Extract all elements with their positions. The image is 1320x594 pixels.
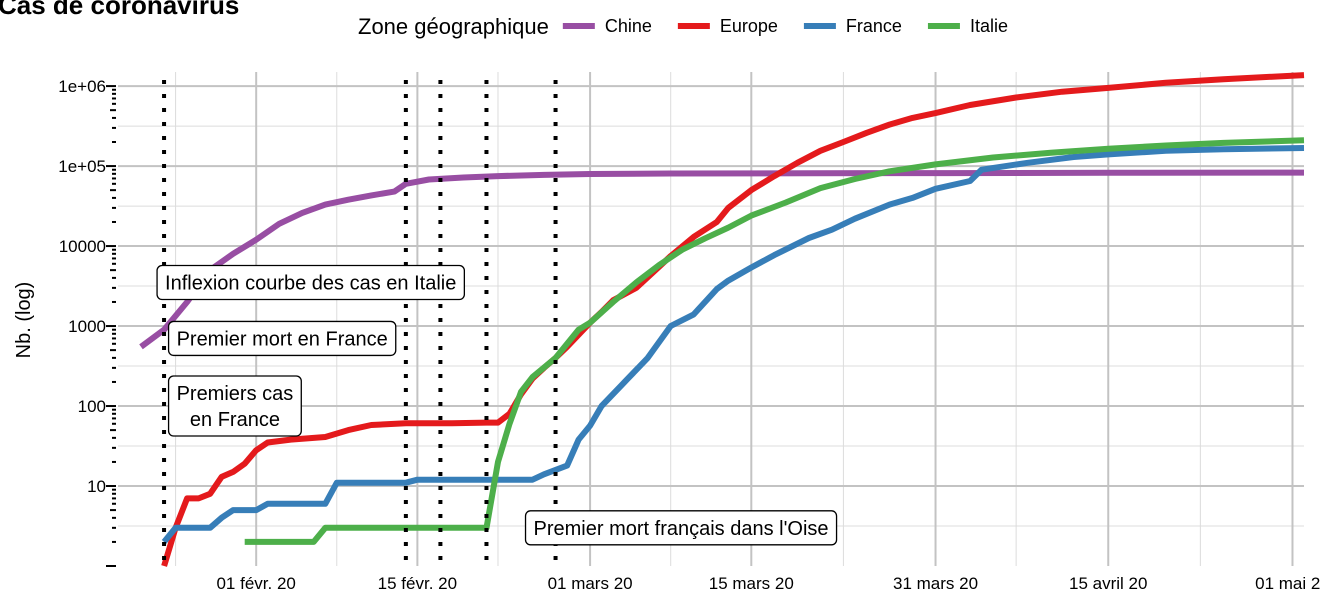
annotation-premiers-cas-text: en France bbox=[190, 409, 280, 431]
legend-items: Chine Europe France Italie bbox=[562, 16, 1008, 36]
legend-label: France bbox=[846, 16, 902, 36]
annotation-inflexion: Inflexion courbe des cas en Italie bbox=[156, 264, 466, 301]
legend-item-chine: Chine bbox=[562, 16, 652, 36]
x-tick-label: 15 avril 20 bbox=[1069, 574, 1147, 593]
y-tick-label: 1e+05 bbox=[58, 157, 106, 176]
annotation-oise-text: Premier mort français dans l'Oise bbox=[534, 518, 829, 540]
legend-item-france: France bbox=[803, 16, 902, 36]
annotation-premier-mort-box bbox=[167, 320, 397, 357]
grid-minor bbox=[118, 72, 1304, 566]
legend-label: Chine bbox=[605, 16, 652, 36]
annotations: Inflexion courbe des cas en Italie Premie… bbox=[156, 264, 838, 546]
series-line-europe bbox=[161, 72, 1305, 567]
annotation-premiers-cas-text: Premiers cas bbox=[177, 383, 294, 405]
annotation-inflexion-box bbox=[156, 264, 466, 301]
y-tick-labels: 10 100 1000 10000 1e+05 1e+06 bbox=[58, 77, 106, 496]
annotation-oise: Premier mort français dans l'Oise bbox=[524, 510, 838, 546]
x-tick-label: 01 mai 20 bbox=[1255, 574, 1320, 593]
y-axis-label: Nb. (log) bbox=[13, 282, 35, 359]
legend-item-europe: Europe bbox=[677, 16, 778, 36]
legend: Zone géographique Chine Europe France Itali… bbox=[358, 14, 1008, 39]
annotation-premiers-cas: Premiers cas en France bbox=[167, 375, 302, 437]
plot-area: Inflexion courbe des cas en Italie Premie… bbox=[118, 72, 1305, 567]
series-line-france bbox=[161, 145, 1305, 544]
legend-label: Italie bbox=[970, 16, 1008, 36]
annotation-oise-box bbox=[524, 510, 838, 546]
chart-title: Cas de coronavirus bbox=[0, 0, 239, 20]
x-tick-label: 31 mars 20 bbox=[893, 574, 978, 593]
x-tick-label: 01 mars 20 bbox=[548, 574, 633, 593]
y-minor-ticks bbox=[106, 85, 116, 567]
legend-item-italie: Italie bbox=[927, 16, 1008, 36]
annotation-inflexion-text: Inflexion courbe des cas en Italie bbox=[165, 273, 456, 295]
y-tick-label: 1e+06 bbox=[58, 77, 106, 96]
legend-title: Zone géographique bbox=[358, 14, 549, 39]
legend-label: Europe bbox=[720, 16, 778, 36]
x-tick-label: 15 févr. 20 bbox=[378, 574, 457, 593]
series-line-chine bbox=[139, 169, 1305, 350]
annotation-premiers-cas-box bbox=[167, 375, 302, 437]
y-tick-label: 100 bbox=[78, 397, 106, 416]
x-tick-label: 15 mars 20 bbox=[709, 574, 794, 593]
annotation-premier-mort-text: Premier mort en France bbox=[177, 328, 388, 350]
y-axis: 10 100 1000 10000 1e+05 1e+06 bbox=[58, 77, 116, 567]
x-tick-label: 01 févr. 20 bbox=[216, 574, 295, 593]
annotation-premier-mort: Premier mort en France bbox=[167, 320, 397, 357]
series-layer bbox=[139, 72, 1305, 567]
series-line-italie bbox=[244, 137, 1305, 545]
y-tick-label: 10 bbox=[87, 477, 106, 496]
y-tick-label: 10000 bbox=[59, 237, 106, 256]
y-tick-label: 1000 bbox=[68, 317, 106, 336]
x-axis: 01 févr. 20 15 févr. 20 01 mars 20 15 mars … bbox=[216, 574, 1320, 593]
